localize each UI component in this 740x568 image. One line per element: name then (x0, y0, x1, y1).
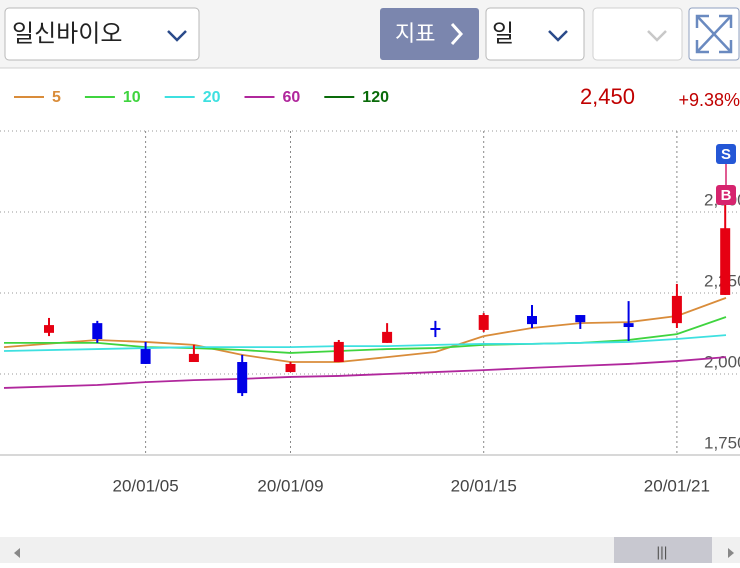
candle-body (478, 315, 489, 330)
price: 2,450 (580, 84, 635, 109)
scroll-thumb[interactable] (614, 537, 712, 563)
scroll-right[interactable] (728, 548, 734, 558)
y-tick-label: 2,000 (704, 352, 740, 371)
dropdown-arrow (167, 30, 187, 42)
candle-body (140, 349, 151, 364)
candle-body (527, 316, 537, 325)
empty-dropdown[interactable] (592, 7, 683, 61)
candle-body (44, 325, 54, 333)
legend-label: 10 (123, 89, 141, 106)
candle-body (382, 331, 393, 343)
buy-marker: B (721, 187, 732, 204)
ma-line (3, 297, 727, 363)
indicator-label: 지표 (395, 21, 435, 46)
candle-body (285, 363, 296, 373)
candle-body (575, 315, 586, 323)
candle-body (188, 353, 199, 363)
scroll-grip: ||| (657, 544, 668, 560)
dropdown-arrow (548, 30, 568, 42)
sell-marker: S (721, 146, 731, 163)
sell-marker-bg (716, 144, 736, 164)
candle-body (720, 228, 731, 295)
period-dropdown[interactable] (485, 7, 585, 61)
expand-icon (695, 14, 733, 54)
candle-body (237, 362, 248, 394)
buy-marker-bg (716, 185, 736, 205)
x-tick-label: 20/01/09 (257, 476, 323, 495)
candle-body (92, 323, 103, 340)
x-tick-label: 20/01/15 (451, 476, 517, 495)
indicator-arrow (450, 22, 464, 46)
x-tick-label: 20/01/21 (644, 476, 710, 495)
x-tick-label: 20/01/05 (113, 476, 179, 495)
y-tick-label: 1,750 (704, 433, 740, 452)
change: +9.38% (678, 90, 740, 110)
ma-line (3, 334, 727, 352)
legend-label: 5 (52, 89, 61, 106)
dropdown-arrow (647, 30, 667, 42)
legend-label: 60 (283, 89, 301, 106)
indicator-button[interactable] (380, 8, 479, 60)
period-label: 일 (492, 20, 514, 47)
scroll-left[interactable] (14, 548, 20, 558)
legend-label: 20 (203, 89, 221, 106)
candle-body (333, 341, 344, 363)
legend-label: 120 (362, 89, 389, 106)
candle-body (430, 327, 441, 330)
candle-body (671, 295, 682, 324)
ma-line (3, 356, 727, 389)
candle-body (623, 323, 634, 328)
stock-name: 일신바이오 (12, 20, 122, 47)
stock-dropdown[interactable] (4, 7, 200, 61)
